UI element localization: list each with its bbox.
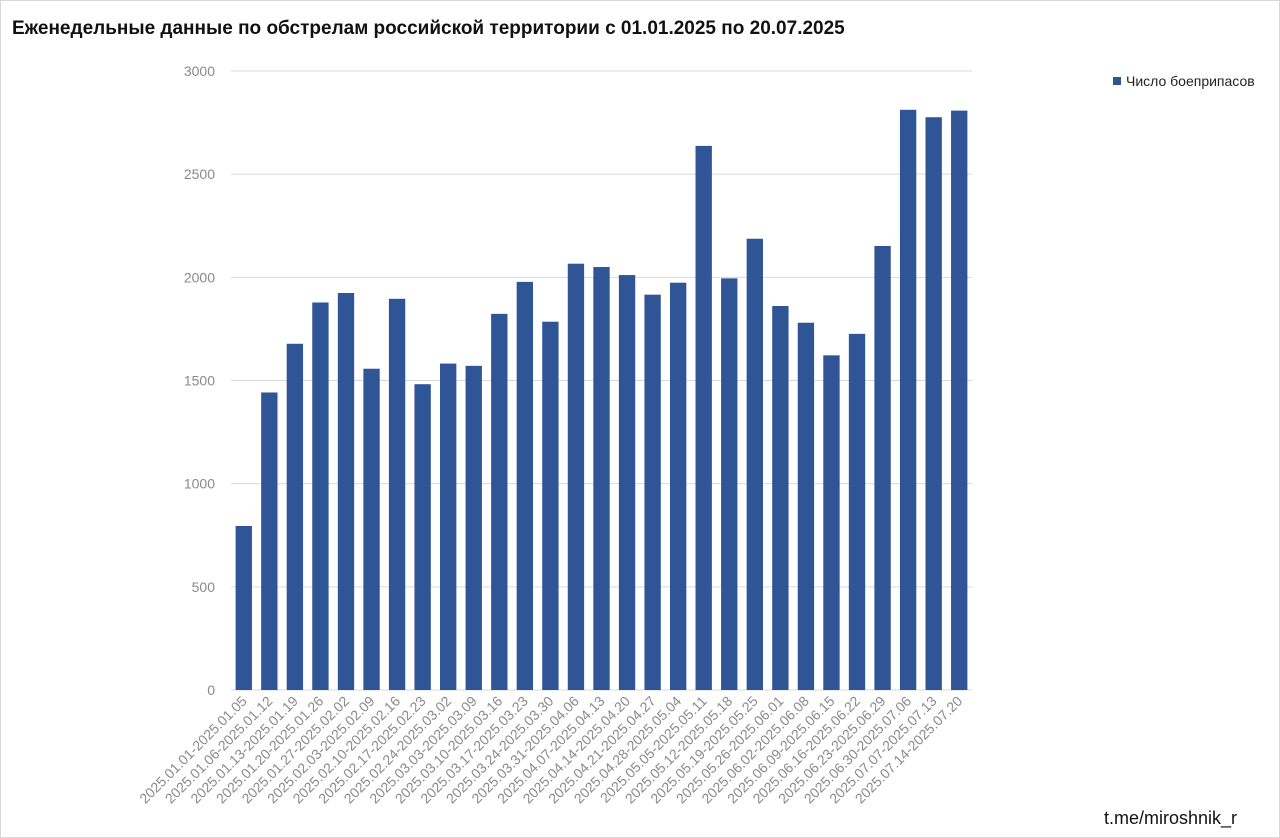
legend-swatch [1113,77,1121,85]
y-tick-label: 0 [207,682,215,698]
bar [899,109,917,691]
legend: Число боеприпасов [1113,73,1255,89]
y-tick-label: 3000 [184,63,215,79]
bar [721,278,738,690]
chart-title: Еженедельные данные по обстрелам российс… [12,18,845,39]
bar [848,333,866,690]
bar [465,365,482,690]
y-tick-label: 500 [192,579,216,595]
watermark: t.me/miroshnik_r [1104,808,1238,828]
bar [951,110,968,691]
bar [797,322,815,690]
bar [669,282,687,690]
legend-label: Число боеприпасов [1126,73,1255,89]
bar [235,525,252,690]
bar [516,281,534,690]
bar [312,302,329,690]
y-tick-label: 2000 [184,269,215,285]
bar [363,368,380,690]
bar [925,117,942,691]
bar [388,298,406,690]
bar [874,245,891,690]
bar [593,267,610,690]
bar [772,306,789,690]
bar [542,321,559,690]
bar [286,343,304,690]
bar [746,238,763,690]
bar [261,392,278,690]
bar [440,363,457,690]
x-axis-ticks: 2025.01.01-2025.01.052025.01.06-2025.01.… [136,693,965,807]
bar [491,313,508,690]
y-tick-label: 1500 [184,373,215,389]
bars [235,109,968,691]
bar [618,275,636,690]
bar [567,263,585,690]
y-tick-label: 1000 [184,476,215,492]
bar [823,355,840,690]
y-axis-ticks: 0 500 1000 1500 2000 2500 3000 [184,63,215,698]
bar [644,294,661,690]
bar [414,384,431,690]
y-tick-label: 2500 [184,166,215,182]
bar [337,293,355,690]
bar [695,145,712,690]
